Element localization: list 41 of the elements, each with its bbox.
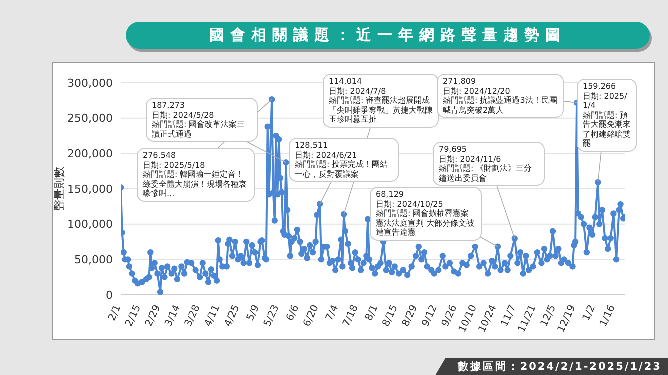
x-tick-label: 2/1 — [106, 304, 124, 323]
x-tick-label: 12/5 — [539, 304, 559, 329]
x-tick-label: 5/9 — [245, 304, 262, 323]
x-tick-label: 7/4 — [324, 304, 342, 323]
annotation: 79,695 日期: 2024/11/6 熱門話題: 《財劃法》三分鐘送出委員會 — [433, 142, 545, 186]
x-tick-label: 12/19 — [556, 304, 578, 334]
y-axis-title: 聲量則數 — [52, 167, 66, 211]
text: 數據區間：2024/2/1-2025/1/23 — [436, 358, 668, 375]
x-tick-label: 2/29 — [144, 304, 164, 329]
x-tick-label: 6/6 — [284, 304, 302, 323]
annotation: 271,809 日期: 2024/12/20 熱門話題: 抗議藍通過3法！民團喊青鳥突破2萬人 — [437, 74, 564, 118]
y-tick-label: 0 — [106, 288, 113, 302]
y-tick-label: 150,000 — [68, 182, 113, 196]
y-tick-label: 200,000 — [68, 148, 113, 161]
x-tick-label: 5/23 — [262, 304, 282, 329]
annotation: 276,548 日期: 2025/5/18 熱門話題: 韓國瑜一錘定音！綠委全體大崩潰！現場各種哀嚎慘叫... — [137, 148, 255, 202]
x-tick-label: 11/7 — [500, 304, 520, 329]
x-tick-label: 4/25 — [222, 304, 242, 329]
annotation: 128,511 日期: 2024/6/21 熱門話題: 投票完成！團結一心，反對覆議案 — [289, 138, 399, 182]
x-tick-label: 9/12 — [420, 304, 440, 329]
y-tick-label: 100,000 — [68, 218, 113, 232]
x-tick-label: 4/11 — [203, 304, 223, 329]
x-tick-label: 3/14 — [164, 304, 184, 329]
x-tick-label: 8/15 — [380, 304, 400, 329]
x-tick-label: 8/29 — [400, 304, 420, 329]
annotation: 68,129 日期: 2024/10/25 熱門話題: 國會擴權釋憲案憲法法庭宣判 大部分條文被遭宣告違憲 — [370, 187, 482, 240]
y-tick-label: 250,000 — [68, 112, 113, 126]
x-tick-label: 8/1 — [364, 304, 381, 323]
x-tick-label: 2/15 — [124, 304, 144, 329]
x-tick-label: 7/18 — [341, 304, 361, 329]
x-tick-label: 3/28 — [183, 304, 203, 329]
annotation: 187,273 日期: 2024/5/28 熱門話題: 國會改革法案三讀正式通過 — [146, 98, 258, 142]
annotation: 114,014 日期: 2024/7/8 熱門話題: 審查罷法超展開成「尖叫雞爭奪戰」黃捷大戰陳玉珍叫囂互扯 — [323, 74, 439, 128]
x-tick-label: 9/26 — [440, 304, 460, 329]
chart-title: 國會相關議題：近一年網路聲量趨勢圖 — [126, 22, 650, 49]
x-tick-label: 6/20 — [302, 304, 322, 329]
y-tick-label: 50,000 — [74, 254, 113, 267]
x-tick-label: 1/16 — [598, 304, 618, 329]
y-tick-label: 300,000 — [68, 76, 113, 90]
x-tick-label: 1/2 — [581, 304, 598, 323]
annotation: 159,266 日期: 2025/1/4 熱門話題: 預告大罷免潮來了柯建銘嗆雙罷 — [577, 79, 637, 152]
